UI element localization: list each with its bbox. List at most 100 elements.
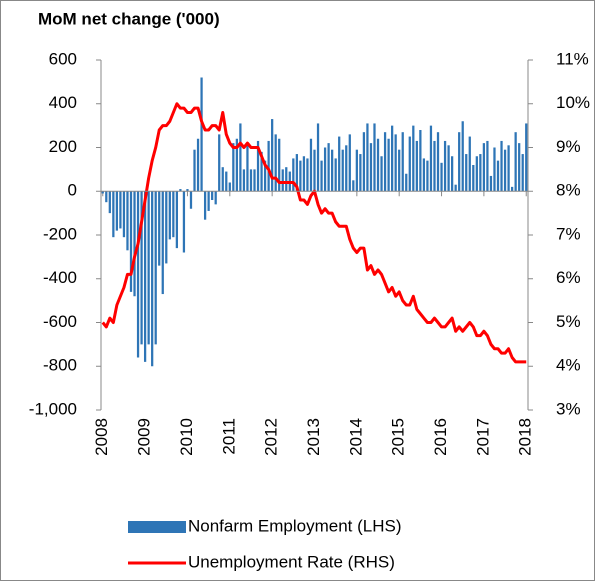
bar xyxy=(331,149,334,192)
bar xyxy=(514,132,517,192)
bar xyxy=(334,158,337,192)
bar xyxy=(373,123,376,192)
bar xyxy=(147,191,150,345)
bar xyxy=(126,191,129,251)
bar xyxy=(507,145,510,192)
bar xyxy=(510,186,514,192)
x-tick-label: 2010 xyxy=(177,418,196,456)
x-tick-label: 2015 xyxy=(389,418,408,456)
bar xyxy=(394,134,397,192)
bar xyxy=(200,77,203,192)
bar xyxy=(405,173,408,192)
bar xyxy=(422,158,426,192)
bar xyxy=(136,191,140,358)
bar xyxy=(327,143,330,192)
bar xyxy=(482,143,486,192)
bar xyxy=(253,169,256,192)
bar xyxy=(214,191,217,205)
bar xyxy=(412,125,415,192)
y2-tick-label: 3% xyxy=(556,399,581,418)
bar xyxy=(158,191,161,266)
bar xyxy=(387,138,390,192)
bar xyxy=(465,154,468,192)
bar xyxy=(211,191,214,200)
bar xyxy=(362,132,366,192)
legend-label: Nonfarm Employment (LHS) xyxy=(188,516,402,535)
bar xyxy=(175,191,179,249)
bar xyxy=(140,191,143,345)
y-tick-label: -200 xyxy=(43,224,77,243)
bar xyxy=(299,160,302,192)
bar xyxy=(426,160,429,192)
bar xyxy=(179,189,182,192)
bar xyxy=(168,191,171,240)
bar xyxy=(429,125,433,192)
bar xyxy=(182,191,186,253)
bar xyxy=(433,140,436,192)
bar xyxy=(436,132,440,192)
bar xyxy=(101,191,104,194)
bar xyxy=(376,138,380,192)
bar xyxy=(443,140,447,192)
bar xyxy=(366,123,369,192)
bar xyxy=(133,191,136,297)
bar xyxy=(306,158,309,192)
bar xyxy=(440,162,443,192)
bar xyxy=(489,175,493,192)
y2-tick-label: 10% xyxy=(556,93,590,112)
bar xyxy=(521,154,524,192)
bar xyxy=(352,180,355,192)
bar xyxy=(359,154,362,192)
bar xyxy=(267,140,270,192)
bar xyxy=(129,191,133,292)
bar xyxy=(221,167,224,192)
bar xyxy=(419,130,422,192)
y2-tick-label: 11% xyxy=(556,49,589,68)
bar xyxy=(274,134,277,192)
legend-label: Unemployment Rate (RHS) xyxy=(188,552,395,571)
bar xyxy=(341,149,344,192)
y-tick-label: 200 xyxy=(49,137,77,156)
bar xyxy=(458,132,461,192)
bar xyxy=(119,191,122,229)
bar xyxy=(249,169,253,192)
bar xyxy=(115,191,119,231)
bar xyxy=(401,132,404,192)
bar xyxy=(228,182,231,192)
bar xyxy=(345,145,348,192)
bar xyxy=(447,145,450,192)
bar xyxy=(313,149,316,192)
x-tick-label: 2012 xyxy=(262,418,281,456)
bar xyxy=(408,136,411,192)
bar xyxy=(256,140,260,192)
bar xyxy=(225,171,228,192)
bar xyxy=(260,151,263,192)
x-tick-label: 2017 xyxy=(473,418,492,456)
bar xyxy=(278,138,281,192)
x-tick-label: 2016 xyxy=(431,418,450,456)
x-tick-label: 2011 xyxy=(219,418,238,455)
legend-swatch xyxy=(128,521,186,533)
bar xyxy=(246,145,249,192)
bar xyxy=(122,191,126,238)
bar xyxy=(263,160,267,192)
bar xyxy=(165,191,168,264)
bar xyxy=(193,149,196,192)
bar xyxy=(348,134,351,192)
y2-tick-label: 9% xyxy=(556,137,581,156)
bar xyxy=(323,147,327,192)
bar xyxy=(218,134,221,192)
chart-title: MoM net change ('000) xyxy=(38,9,220,28)
y-tick-label: -1,000 xyxy=(29,399,77,418)
x-tick-label: 2013 xyxy=(304,418,323,456)
bar xyxy=(383,132,387,192)
y2-tick-label: 8% xyxy=(556,181,581,200)
bar xyxy=(108,191,111,214)
bar xyxy=(207,191,210,211)
bar xyxy=(271,119,274,192)
y-tick-label: -800 xyxy=(43,356,77,375)
bar xyxy=(154,191,157,345)
x-tick-label: 2018 xyxy=(516,418,535,456)
